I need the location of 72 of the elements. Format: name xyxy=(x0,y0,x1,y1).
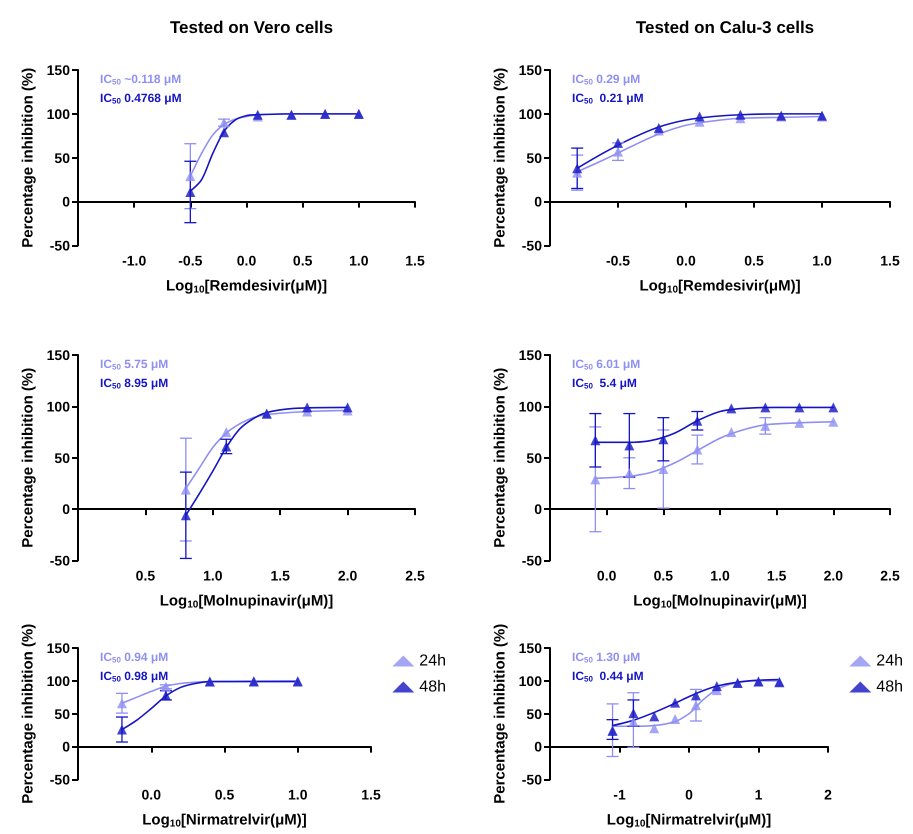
y-tick-label: 50 xyxy=(526,706,542,722)
y-tick-label: -50 xyxy=(50,552,70,568)
x-tick-label: -0.5 xyxy=(178,252,203,268)
x-tick-label: 2.5 xyxy=(405,568,425,584)
x-tick-label: 1.5 xyxy=(766,568,787,584)
y-tick-label: 100 xyxy=(46,398,70,414)
x-tick-label: 2.0 xyxy=(824,568,844,584)
y-tick-label: 150 xyxy=(46,640,70,656)
y-axis-title: Percentage inhibition (%) xyxy=(492,68,509,248)
legend-label: 24h xyxy=(419,652,446,670)
y-tick-label: 0 xyxy=(62,738,70,755)
x-tick-label: -1.0 xyxy=(122,252,146,268)
x-tick-label: 0.5 xyxy=(136,568,156,584)
chart-title: Tested on Calu-3 cells xyxy=(636,18,814,37)
x-tick-label: 1.0 xyxy=(710,568,730,584)
legend-label: 48h xyxy=(876,678,904,696)
y-tick-label: 100 xyxy=(518,106,542,122)
y-tick-label: 150 xyxy=(518,640,542,656)
y-tick-label: 100 xyxy=(46,672,70,689)
x-tick-label: 0 xyxy=(685,786,694,802)
y-axis-title: Percentage inhibition (%) xyxy=(20,68,37,248)
y-tick-label: 50 xyxy=(526,450,542,466)
y-tick-label: -50 xyxy=(50,238,70,254)
chart-title: Tested on Vero cells xyxy=(170,18,334,37)
y-axis-title: Percentage inhibition (%) xyxy=(20,624,37,804)
x-tick-label: 2.0 xyxy=(338,568,358,584)
x-tick-label: 0.0 xyxy=(676,252,696,268)
legend-label: 48h xyxy=(419,678,446,696)
x-tick-label: 1.0 xyxy=(349,252,369,268)
x-tick-label: 2.5 xyxy=(880,568,900,584)
y-tick-label: 0 xyxy=(534,194,542,210)
x-tick-label: 0.0 xyxy=(142,786,162,802)
y-tick-label: 150 xyxy=(518,62,542,78)
y-tick-label: -50 xyxy=(522,238,542,254)
y-tick-label: 0 xyxy=(62,501,70,518)
x-tick-label: 0.0 xyxy=(596,568,617,584)
x-tick-label: -1 xyxy=(613,786,626,802)
y-tick-label: 150 xyxy=(46,347,70,363)
x-tick-label: 1.5 xyxy=(270,568,290,584)
y-tick-label: 100 xyxy=(46,106,70,122)
y-tick-label: -50 xyxy=(522,772,542,788)
legend-label: 24h xyxy=(876,652,904,670)
x-tick-label: 0.5 xyxy=(292,252,313,268)
y-axis-title: Percentage inhibition (%) xyxy=(20,368,37,548)
y-tick-label: -50 xyxy=(50,772,70,788)
x-tick-label: 0.5 xyxy=(744,252,764,268)
y-tick-label: 150 xyxy=(46,62,70,78)
x-tick-label: 1.5 xyxy=(361,786,381,802)
x-tick-label: 1.0 xyxy=(812,252,832,268)
x-tick-label: 0.0 xyxy=(236,252,256,268)
x-tick-label: 1.5 xyxy=(880,252,900,268)
y-tick-label: 100 xyxy=(518,398,542,414)
x-tick-label: -0.5 xyxy=(606,252,630,268)
y-tick-label: 50 xyxy=(54,706,70,722)
y-tick-label: 0 xyxy=(534,501,542,518)
y-tick-label: 50 xyxy=(54,150,70,166)
x-tick-label: 0.5 xyxy=(654,568,674,584)
y-axis-title: Percentage inhibition (%) xyxy=(492,624,509,804)
y-axis-title: Percentage inhibition (%) xyxy=(492,368,509,548)
y-tick-label: 50 xyxy=(54,450,70,466)
y-tick-label: -50 xyxy=(522,552,542,568)
y-tick-label: 150 xyxy=(518,347,542,363)
y-tick-label: 50 xyxy=(526,150,542,166)
x-tick-label: 1.0 xyxy=(288,786,308,802)
x-tick-label: 2 xyxy=(824,786,832,802)
x-tick-label: 1.5 xyxy=(405,252,425,268)
y-tick-label: 0 xyxy=(534,738,542,755)
y-tick-label: 100 xyxy=(518,672,542,689)
y-tick-label: 0 xyxy=(62,194,70,210)
x-tick-label: 0.5 xyxy=(214,786,234,802)
x-tick-label: 1 xyxy=(754,786,763,802)
x-tick-label: 1.0 xyxy=(203,568,223,584)
